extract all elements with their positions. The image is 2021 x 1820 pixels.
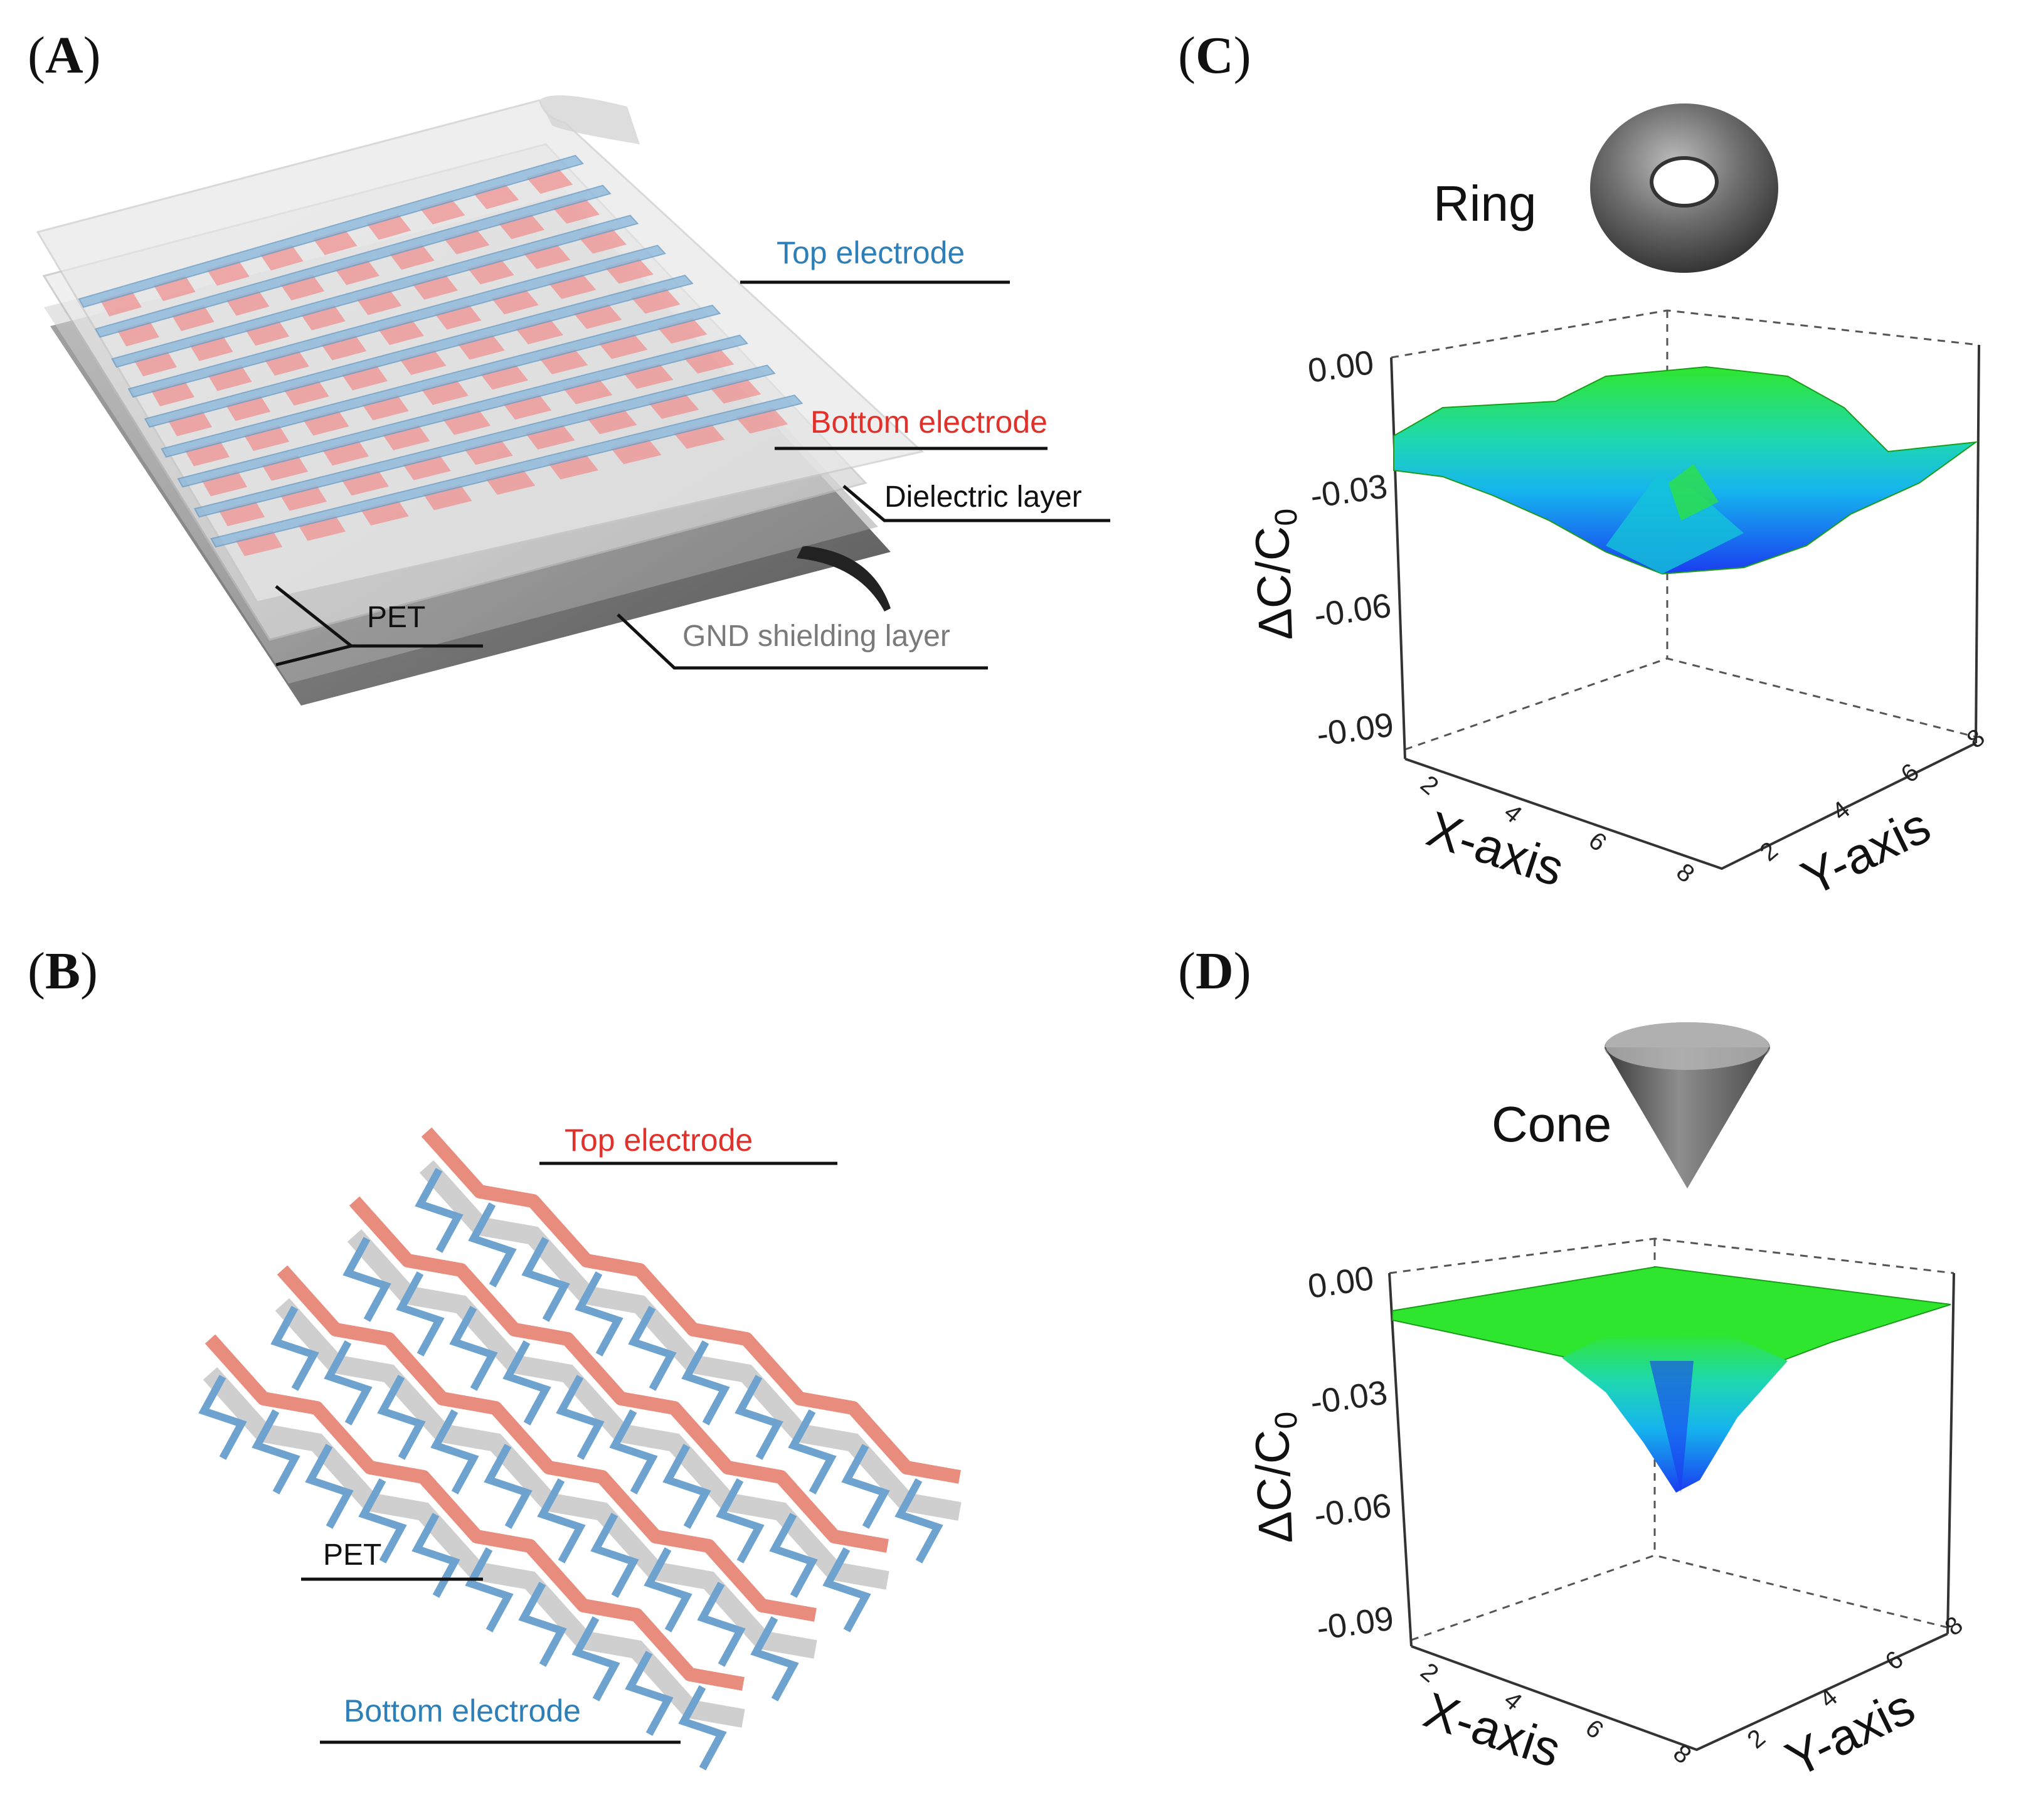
bottom-electrode-zigzag bbox=[521, 1237, 570, 1322]
bottom-electrode-zigzag bbox=[270, 1306, 319, 1391]
d-ztick-2: -0.06 bbox=[1312, 1486, 1393, 1535]
d-zlabel: ΔC/C0 bbox=[1245, 1411, 1308, 1545]
d-ytick-2: 6 bbox=[1880, 1646, 1909, 1676]
bottom-electrode-zigzag bbox=[502, 1340, 551, 1426]
top-electrode-strip bbox=[144, 274, 694, 428]
bottom-electrode-zigzag bbox=[465, 1547, 514, 1632]
pet-leader-branch bbox=[275, 644, 352, 667]
bottom-electrode-zigzag bbox=[788, 1409, 837, 1495]
ring-surface bbox=[1393, 366, 1978, 575]
cone-surface bbox=[1392, 1266, 1951, 1493]
bottom-electrode-zigzag bbox=[625, 1651, 674, 1736]
top-electrode-strip bbox=[111, 214, 639, 368]
bottom-electrode-zigzag bbox=[468, 1202, 517, 1288]
zigzag-mesh bbox=[198, 1127, 962, 1770]
bottom-electrode-zigzag bbox=[484, 1444, 533, 1529]
bottom-electrode-zigzag bbox=[430, 1409, 479, 1495]
panel-a-label: (A) bbox=[28, 26, 101, 85]
bottom-electrode-zigzag bbox=[609, 1409, 658, 1495]
bottom-electrode-zigzag bbox=[822, 1547, 871, 1632]
top-electrode-label-b: Top electrode bbox=[565, 1123, 753, 1158]
bottom-electrode-zigzag bbox=[750, 1616, 799, 1701]
bottom-electrode-zigzag bbox=[590, 1513, 639, 1598]
d-ytick-0: 2 bbox=[1743, 1724, 1771, 1754]
bottom-electrode-zigzag bbox=[716, 1478, 765, 1563]
d-ylabel: Y-axis bbox=[1777, 1678, 1923, 1787]
cone-label: Cone bbox=[1492, 1096, 1611, 1152]
bottom-electrode-zigzag bbox=[252, 1409, 300, 1495]
bottom-electrode-zigzag bbox=[198, 1375, 247, 1460]
bottom-electrode-zigzag bbox=[537, 1478, 586, 1563]
bottom-electrode-zigzag bbox=[324, 1340, 373, 1426]
bottom-electrode-label-b: Bottom electrode bbox=[344, 1693, 581, 1728]
top-electrode-strip bbox=[161, 304, 721, 458]
ring-label: Ring bbox=[1433, 176, 1537, 231]
ring-icon bbox=[1590, 103, 1778, 273]
bottom-electrode-zigzag bbox=[735, 1375, 783, 1460]
pet-label-b: PET bbox=[323, 1538, 381, 1572]
top-electrode-strip bbox=[193, 364, 776, 518]
bottom-electrode-zigzag bbox=[396, 1271, 445, 1357]
bottom-electrode-zigzag bbox=[449, 1306, 498, 1391]
top-electrode-strip bbox=[177, 334, 749, 488]
bottom-electrode-zigzag bbox=[556, 1375, 605, 1460]
d-ztick-3: -0.09 bbox=[1314, 1599, 1396, 1648]
bottom-electrode-zigzag bbox=[644, 1547, 692, 1632]
bottom-electrode-zigzag bbox=[841, 1444, 890, 1529]
d-xtick-3: 8 bbox=[1668, 1739, 1696, 1769]
bottom-electrode-zigzag bbox=[571, 1616, 620, 1701]
pet-label-a: PET bbox=[367, 601, 425, 634]
top-electrode-strip bbox=[127, 245, 667, 398]
panel-d-label: (D) bbox=[1178, 942, 1251, 1000]
bottom-electrode-zigzag bbox=[894, 1478, 943, 1563]
top-electrode-strip bbox=[94, 184, 612, 338]
bottom-electrode-zigzag bbox=[377, 1375, 426, 1460]
top-electrode-strip-b bbox=[204, 1334, 745, 1691]
d-xlabel: X-axis bbox=[1418, 1682, 1567, 1778]
bottom-electrode-label: Bottom electrode bbox=[810, 405, 1048, 440]
d-xtick-2: 6 bbox=[1580, 1714, 1608, 1744]
plot-c-box bbox=[1391, 309, 1980, 751]
dielectric-leader bbox=[842, 485, 1110, 522]
c-zlabel: ΔC/C0 bbox=[1245, 508, 1308, 642]
panel-c-label: (C) bbox=[1178, 26, 1251, 85]
bottom-electrode-zigzag bbox=[342, 1237, 391, 1322]
bottom-electrode-zigzag bbox=[769, 1513, 818, 1598]
bottom-electrode-zigzag bbox=[358, 1478, 407, 1563]
bottom-electrode-zigzag bbox=[678, 1685, 727, 1770]
bottom-electrode-zigzag bbox=[681, 1340, 730, 1426]
top-electrode-strip bbox=[210, 394, 804, 548]
cone-icon bbox=[1605, 1022, 1770, 1188]
bottom-electrode-zigzag bbox=[662, 1444, 711, 1529]
d-ztick-0: 0.00 bbox=[1305, 1259, 1376, 1306]
d-ztick-1: -0.03 bbox=[1308, 1373, 1389, 1422]
c-ztick-0: 0.00 bbox=[1305, 344, 1376, 390]
dielectric-layer-label: Dielectric layer bbox=[884, 480, 1082, 514]
gnd-leader bbox=[617, 613, 988, 670]
bottom-electrode-zigzag bbox=[518, 1582, 567, 1667]
top-electrode-strip-b bbox=[421, 1127, 961, 1484]
gnd-curl bbox=[797, 546, 891, 611]
electrode-grid bbox=[78, 154, 804, 556]
bottom-electrode-zigzag bbox=[305, 1444, 354, 1529]
top-electrode-strip-b bbox=[277, 1265, 817, 1622]
top-electrode-strip bbox=[78, 154, 584, 308]
top-electrode-label: Top electrode bbox=[777, 235, 965, 270]
bottom-electrode-zigzag bbox=[415, 1168, 464, 1253]
gnd-shielding-label: GND shielding layer bbox=[682, 620, 950, 653]
bottom-electrode-zigzag bbox=[628, 1306, 677, 1391]
top-electrode-strip-b bbox=[349, 1196, 889, 1553]
bottom-electrode-zigzag bbox=[697, 1582, 746, 1667]
panel-b-label: (B) bbox=[28, 942, 98, 1000]
bottom-electrode-zigzag bbox=[575, 1271, 623, 1357]
